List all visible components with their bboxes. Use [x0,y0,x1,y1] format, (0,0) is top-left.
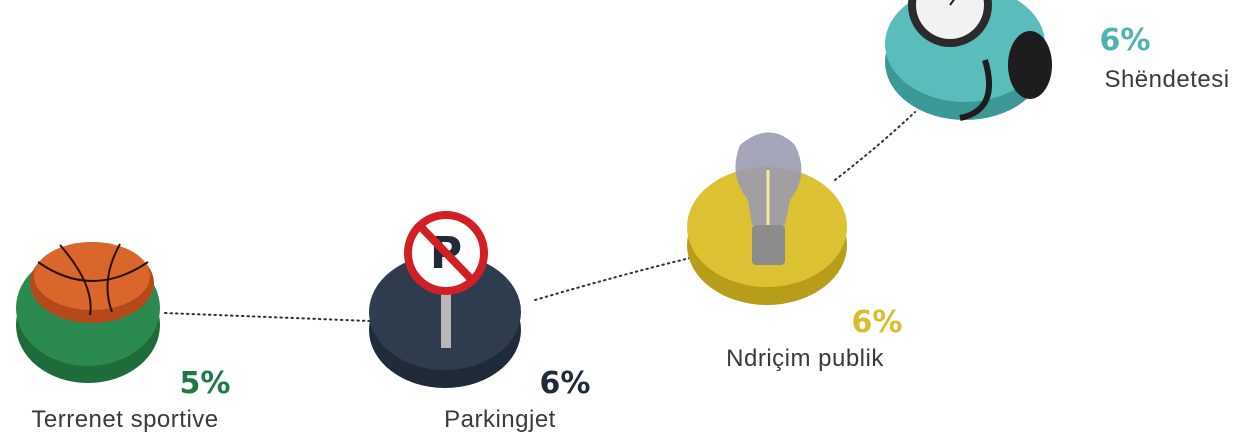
connector [835,112,915,180]
sports-disc [16,242,160,383]
connector [535,258,690,300]
health-disc [885,0,1052,120]
infographic: P 5% Terrenet sportive 6% Parkingjet 6% … [0,0,1249,432]
percent: 6% [1100,23,1151,58]
label: Shëndetesi [1104,66,1229,93]
connector [165,313,370,321]
label: Ndriçim publik [726,345,884,372]
label: Terrenet sportive [31,406,218,432]
label: Parkingjet [444,406,556,432]
page: P 5% Terrenet sportive 6% Parkingjet 6% … [0,0,1249,432]
percent: 5% [180,366,231,401]
percent: 6% [540,366,591,401]
lighting-disc [687,133,847,306]
percent: 6% [852,305,903,340]
parking-disc: P [369,215,521,388]
